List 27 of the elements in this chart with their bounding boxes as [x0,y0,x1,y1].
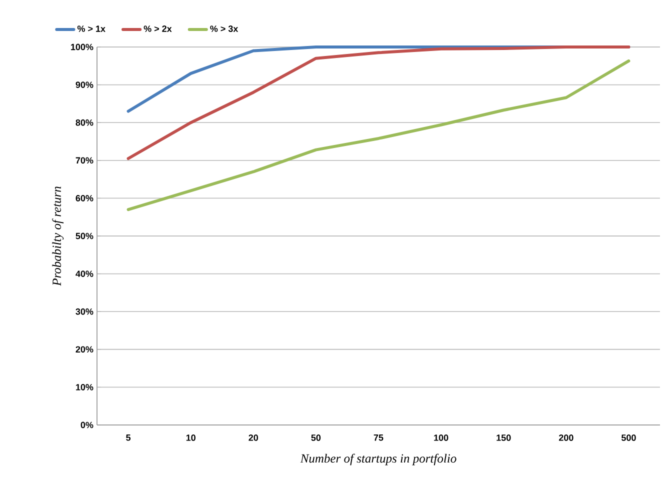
y-tick-label: 10% [76,384,94,390]
line-series [126,59,630,212]
legend-label: % > 1x [77,26,106,32]
y-tick-label: 90% [76,82,94,88]
x-tick-label: 150 [496,434,511,441]
y-tick-label: 60% [76,195,94,202]
y-axis-title: Probabilty of return [52,186,64,286]
line-series [126,45,630,160]
y-tick-label: 70% [76,157,94,164]
x-tick-label: 200 [558,434,574,441]
y-tick-label: 20% [76,346,94,353]
x-tick-label: 10 [186,434,196,441]
x-tick-label: 75 [374,434,384,441]
x-tick-label: 500 [621,434,636,441]
y-tick-label: 40% [76,270,94,277]
legend-label: % > 3x [210,26,238,32]
y-tick-label: 0% [80,422,94,428]
y-tick-label: 80% [76,119,94,126]
y-tick-label: 30% [76,308,94,315]
x-tick-label: 50 [311,434,321,441]
x-tick-label: 100 [434,434,448,441]
x-tick-label: 5 [126,434,131,441]
y-tick-label: 50% [76,232,94,240]
legend-label: % > 2x [144,26,172,32]
x-axis-title: Number of startups in portfolio [300,454,456,466]
y-tick-label: 100% [71,44,94,50]
x-tick-label: 20 [248,434,258,441]
